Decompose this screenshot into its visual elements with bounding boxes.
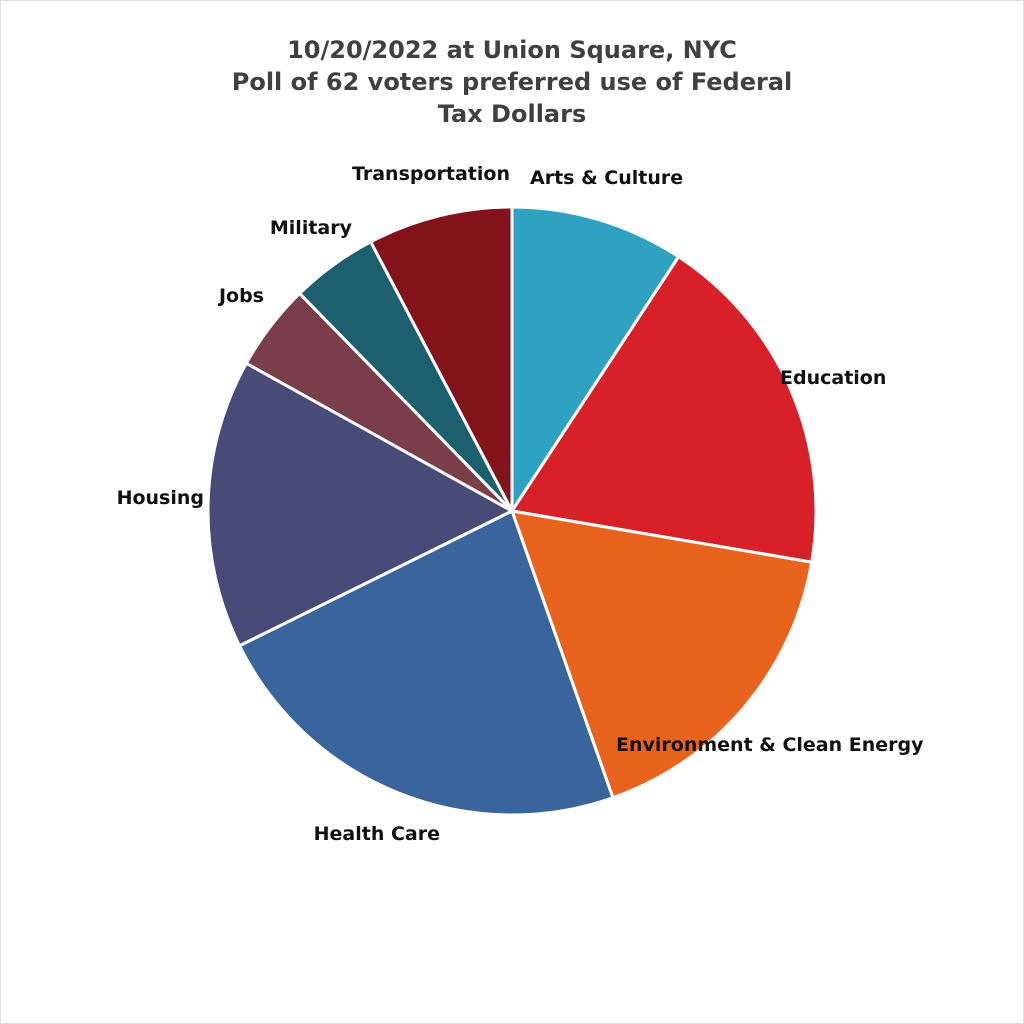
- chart-title-line-2: Poll of 62 voters preferred use of Feder…: [231, 68, 793, 96]
- slice-label-military: Military: [270, 217, 353, 239]
- slice-label-education: Education: [780, 367, 886, 389]
- pie-slice-arts-culture: [510, 205, 681, 513]
- pie-slice-health-care: [237, 509, 615, 817]
- chart-title-line-3: Tax Dollars: [437, 100, 587, 128]
- pie-slice-housing: [206, 361, 514, 648]
- slice-label-arts-culture: Arts & Culture: [530, 167, 683, 189]
- pie-labels: Arts & Culture Education Environment & Cle…: [117, 163, 925, 845]
- pie-slice-education: [510, 255, 818, 564]
- chart-title-line-1: 10/20/2022 at Union Square, NYC: [287, 36, 737, 64]
- slice-label-jobs: Jobs: [217, 285, 264, 307]
- slice-label-environment-clean-energy: Environment & Clean Energy: [616, 734, 924, 756]
- chart-title: 10/20/2022 at Union Square, NYC Poll of …: [0, 34, 1024, 130]
- pie-slice-environment-clean-energy: [510, 509, 814, 800]
- pie-slice-transportation: [369, 205, 514, 513]
- slice-label-health-care: Health Care: [314, 823, 440, 845]
- slice-label-housing: Housing: [117, 487, 204, 509]
- pie-slices: [206, 205, 818, 817]
- slice-label-transportation: Transportation: [352, 163, 510, 185]
